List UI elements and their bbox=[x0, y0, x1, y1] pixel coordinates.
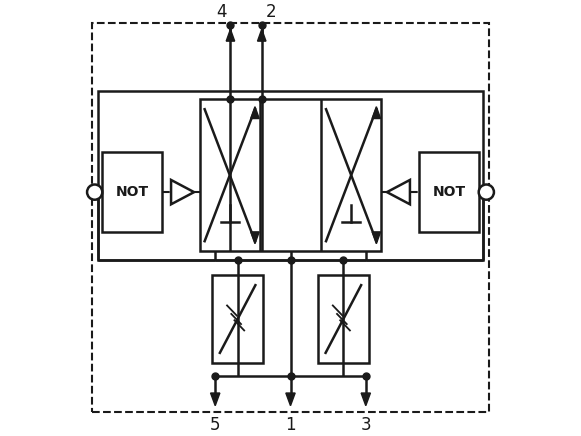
Polygon shape bbox=[257, 29, 266, 41]
Text: 1: 1 bbox=[285, 416, 296, 434]
Polygon shape bbox=[251, 232, 259, 244]
Text: NOT: NOT bbox=[432, 185, 465, 199]
Text: 4: 4 bbox=[216, 3, 227, 20]
Polygon shape bbox=[210, 393, 220, 406]
Polygon shape bbox=[372, 232, 381, 244]
Bar bbox=[199, 99, 382, 251]
Text: NOT: NOT bbox=[116, 185, 149, 199]
Polygon shape bbox=[226, 29, 235, 41]
Text: 3: 3 bbox=[360, 416, 371, 434]
Polygon shape bbox=[361, 393, 371, 406]
Bar bbox=[318, 275, 369, 364]
Bar bbox=[212, 275, 263, 364]
Bar bbox=[419, 152, 479, 232]
Polygon shape bbox=[387, 180, 410, 204]
Text: 2: 2 bbox=[266, 3, 277, 20]
Polygon shape bbox=[251, 107, 259, 119]
Polygon shape bbox=[171, 180, 194, 204]
Polygon shape bbox=[286, 393, 295, 406]
Circle shape bbox=[479, 184, 494, 200]
Text: 5: 5 bbox=[210, 416, 220, 434]
Circle shape bbox=[87, 184, 102, 200]
Bar bbox=[102, 152, 162, 232]
Polygon shape bbox=[372, 107, 381, 119]
Bar bbox=[98, 91, 483, 260]
